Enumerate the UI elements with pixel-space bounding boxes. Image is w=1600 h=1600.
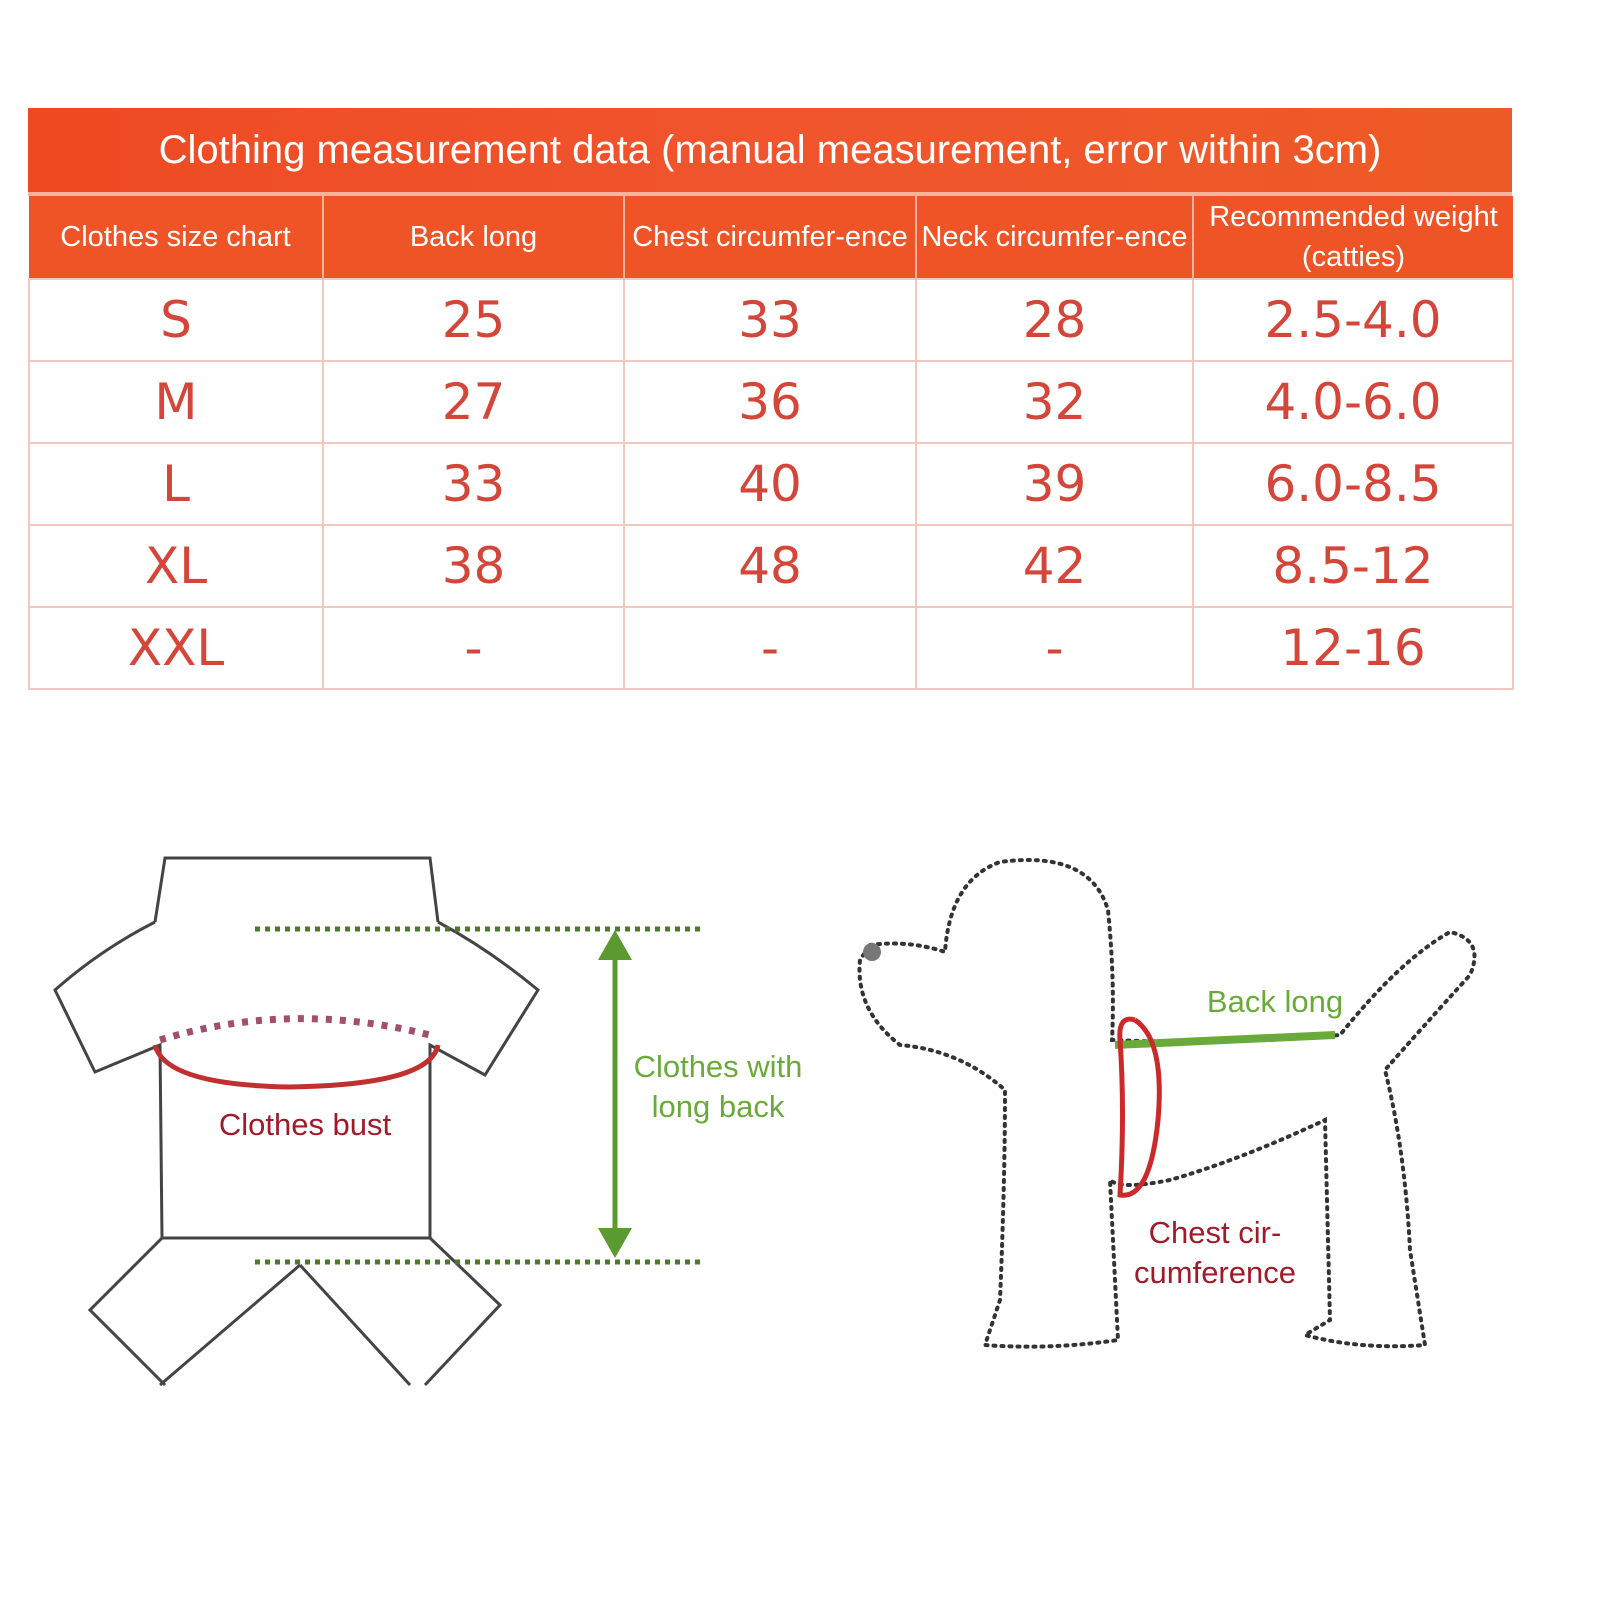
cell-neck: 39 bbox=[915, 442, 1194, 526]
clothes-diagram bbox=[53, 856, 540, 1387]
cell-chest: 33 bbox=[623, 278, 917, 362]
arrow-head-down-icon bbox=[598, 1228, 632, 1258]
cell-size: XXL bbox=[28, 606, 324, 690]
cell-back-long: - bbox=[322, 606, 625, 690]
dog-chest-label-1: Chest cir- bbox=[1149, 1215, 1282, 1250]
cell-size: M bbox=[28, 360, 324, 444]
clothes-back-label-2: long back bbox=[652, 1089, 785, 1124]
clothes-back-label-1: Clothes with bbox=[634, 1049, 803, 1084]
dog-chest-label-2: cumference bbox=[1134, 1255, 1296, 1290]
header-row: Clothes size chart Back long Chest circu… bbox=[29, 196, 1513, 279]
dog-outline bbox=[857, 858, 1477, 1349]
cell-back-long: 33 bbox=[322, 442, 625, 526]
clothes-collar-outline bbox=[153, 856, 440, 923]
cell-neck: 32 bbox=[915, 360, 1194, 444]
cell-weight: 4.0-6.0 bbox=[1192, 360, 1514, 444]
size-chart-table: Clothing measurement data (manual measur… bbox=[28, 108, 1514, 690]
table-row: L 33 40 39 6.0-8.5 bbox=[28, 442, 1514, 526]
cell-neck: 42 bbox=[915, 524, 1194, 608]
table-title: Clothing measurement data (manual measur… bbox=[28, 108, 1512, 196]
clothes-bust-line bbox=[152, 1044, 441, 1090]
cell-back-long: 27 bbox=[322, 360, 625, 444]
cell-neck: 28 bbox=[915, 278, 1194, 362]
cell-size: XL bbox=[28, 524, 324, 608]
clothes-bust-label: Clothes bust bbox=[219, 1107, 392, 1142]
cell-chest: 48 bbox=[623, 524, 917, 608]
cell-chest: 36 bbox=[623, 360, 917, 444]
table-row: M 27 36 32 4.0-6.0 bbox=[28, 360, 1514, 444]
cell-neck: - bbox=[915, 606, 1194, 690]
cell-chest: 40 bbox=[623, 442, 917, 526]
header-weight: Recommended weight (catties) bbox=[1192, 196, 1513, 279]
dog-chest-loop bbox=[1117, 1016, 1162, 1198]
dog-back-label: Back long bbox=[1207, 984, 1343, 1019]
cell-back-long: 25 bbox=[322, 278, 625, 362]
cell-weight: 8.5-12 bbox=[1192, 524, 1514, 608]
header-neck: Neck circumfer-ence bbox=[915, 196, 1193, 279]
cell-weight: 2.5-4.0 bbox=[1192, 278, 1514, 362]
clothes-body-outline bbox=[53, 920, 540, 1387]
table-row: S 25 33 28 2.5-4.0 bbox=[28, 278, 1514, 362]
table-row: XL 38 48 42 8.5-12 bbox=[28, 524, 1514, 608]
header-size: Clothes size chart bbox=[29, 196, 323, 279]
header-back-long: Back long bbox=[322, 196, 624, 279]
cell-size: S bbox=[28, 278, 324, 362]
table-row: XXL - - -12-16 bbox=[28, 606, 1514, 690]
cell-size: L bbox=[28, 442, 324, 526]
clothes-bust-back-dotted bbox=[158, 1015, 431, 1044]
arrow-head-up-icon bbox=[598, 930, 632, 960]
cell-chest: - bbox=[623, 606, 917, 690]
header-chest: Chest circumfer-ence bbox=[623, 196, 916, 279]
cell-back-long: 38 bbox=[322, 524, 625, 608]
dog-nose-icon bbox=[863, 943, 881, 961]
cell-weight: 12-16 bbox=[1192, 606, 1514, 690]
cell-weight: 6.0-8.5 bbox=[1192, 442, 1514, 526]
